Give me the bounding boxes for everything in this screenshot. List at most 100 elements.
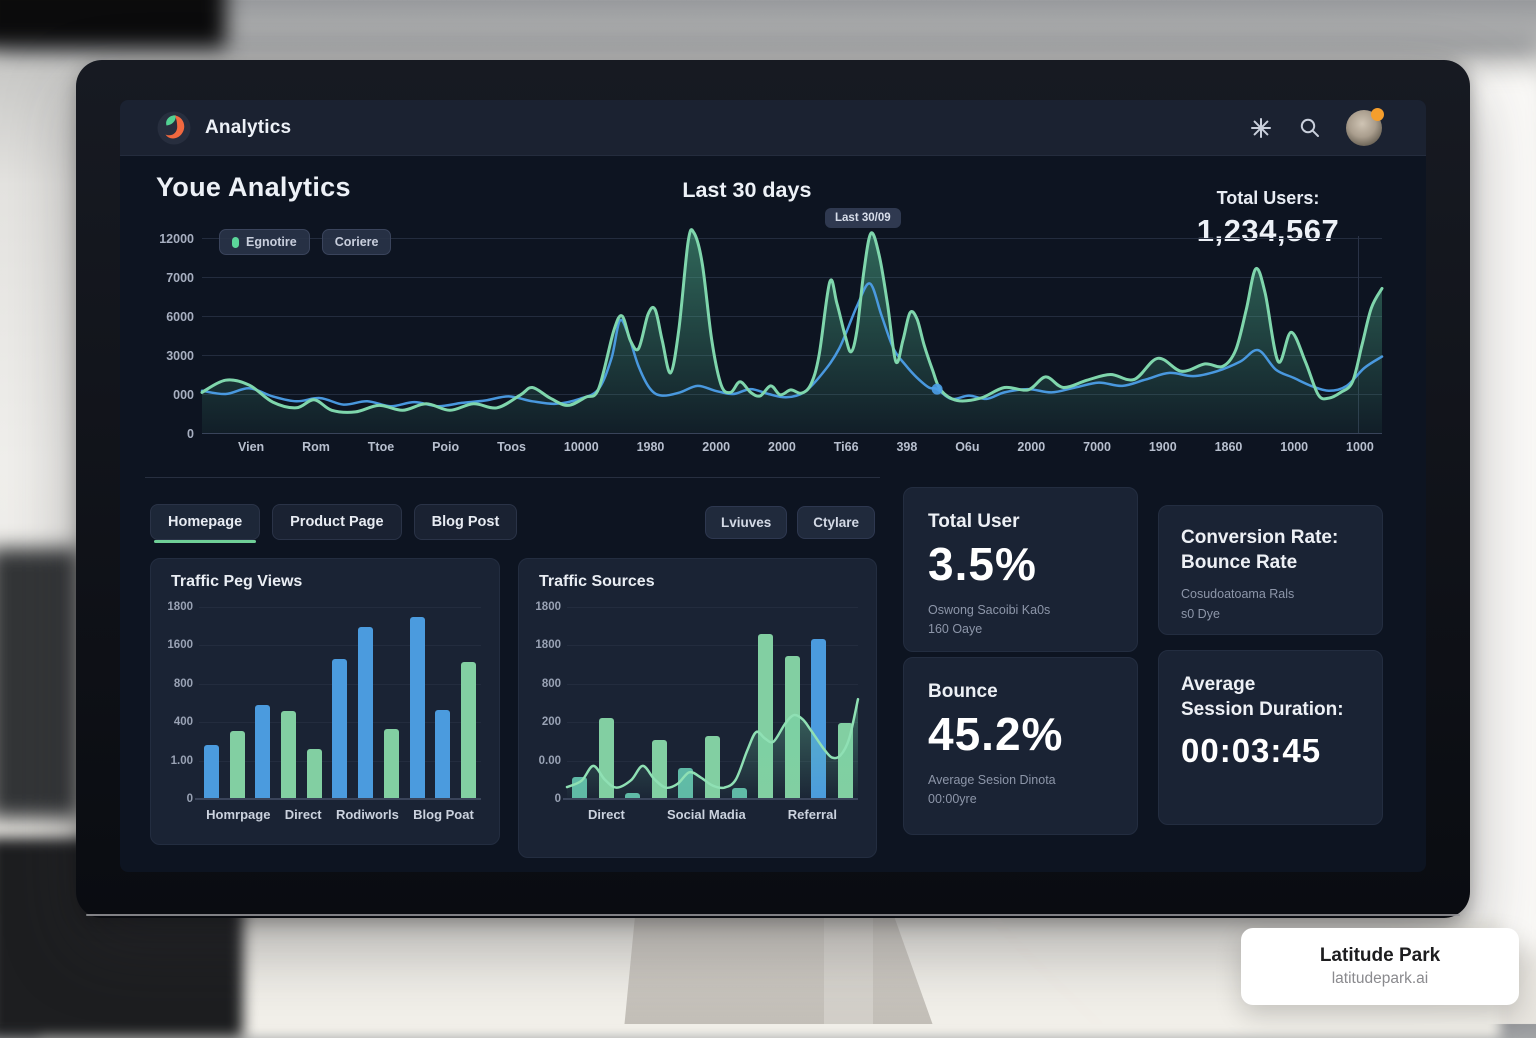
bar bbox=[678, 768, 694, 799]
date-range-label: Last 30 days bbox=[682, 178, 812, 202]
y-tick-label: 0 bbox=[187, 427, 194, 441]
stat-subtext-line1: Oswong Sacoibi Ka0s bbox=[928, 602, 1051, 617]
background-chair bbox=[0, 548, 80, 818]
gridline bbox=[202, 316, 1382, 317]
x-tick-label: 1980 bbox=[636, 440, 665, 454]
bar bbox=[306, 749, 322, 799]
y-tick-label: 0 bbox=[186, 793, 193, 805]
gridline bbox=[202, 238, 1382, 239]
stat-value: 00:03:45 bbox=[1181, 732, 1322, 770]
gridline bbox=[199, 607, 481, 608]
bar bbox=[281, 711, 297, 799]
bar bbox=[811, 639, 827, 799]
x-tick-label: Toos bbox=[497, 440, 526, 454]
gridline bbox=[567, 683, 858, 685]
gridline bbox=[202, 433, 1382, 434]
x-category-label: Direct bbox=[588, 807, 625, 822]
y-tick-label: 1.00 bbox=[170, 754, 193, 767]
legend-chip-egnotire[interactable]: Egnotire bbox=[219, 229, 310, 255]
y-tick-label: 6000 bbox=[166, 310, 194, 324]
sparkle-icon[interactable] bbox=[1250, 117, 1272, 139]
x-category-label: Blog Poat bbox=[413, 807, 474, 822]
bar bbox=[204, 745, 219, 799]
y-tick-label: 0 bbox=[554, 793, 561, 805]
bar bbox=[229, 731, 245, 799]
x-category-label: Rodiworls bbox=[335, 807, 399, 822]
sources-y-axis: 1800 1800 800 200 0.00 0 bbox=[525, 601, 561, 805]
avatar[interactable] bbox=[1346, 107, 1384, 146]
chart-tooltip: Last 30/09 bbox=[825, 208, 901, 228]
gridline bbox=[567, 607, 858, 608]
y-tick-label: 1800 bbox=[167, 601, 193, 613]
top-nav-actions bbox=[1250, 107, 1384, 146]
bar bbox=[255, 705, 271, 799]
x-tick-label: 2000 bbox=[702, 440, 731, 454]
bar bbox=[332, 659, 348, 799]
stat-subtext-line1: Average Sesion Dinota bbox=[928, 772, 1056, 787]
x-tick-label: O6u bbox=[955, 440, 980, 454]
stat-card-conversion: Conversion Rate: Bounce Rate Cosudoatoam… bbox=[1158, 505, 1383, 635]
pageviews-card: Traffic Peg Views 1800 1600 800 400 1.00 0 Ho… bbox=[150, 558, 500, 845]
stat-title-line1: Conversion Rate: bbox=[1181, 527, 1339, 548]
stat-value: 3.5% bbox=[928, 537, 1037, 590]
x-tick-label: 1000 bbox=[1346, 440, 1374, 454]
y-tick-label: 800 bbox=[541, 677, 561, 690]
sources-bars bbox=[567, 607, 858, 799]
x-tick-label: Rom bbox=[302, 440, 330, 454]
y-tick-label: 3000 bbox=[166, 349, 194, 363]
bar bbox=[598, 718, 614, 799]
x-tick-label: 1000 bbox=[1280, 440, 1309, 454]
y-tick-label: 800 bbox=[173, 677, 193, 690]
action-button-lviuves[interactable]: Lviuves bbox=[705, 506, 788, 539]
stat-subtext: Average Sesion Dinota 00:00yre bbox=[928, 771, 1113, 810]
bar bbox=[460, 662, 476, 799]
total-users-label: Total Users: bbox=[1216, 188, 1320, 208]
bar bbox=[784, 656, 800, 799]
x-tick-label: 1900 bbox=[1148, 440, 1177, 454]
x-tick-label: Poio bbox=[432, 440, 460, 454]
stat-value: 45.2% bbox=[928, 707, 1064, 760]
tab-product-page[interactable]: Product Page bbox=[272, 504, 402, 540]
monitor-stand bbox=[624, 916, 933, 1024]
brand: Analytics bbox=[156, 110, 291, 146]
bar bbox=[731, 788, 747, 799]
search-icon[interactable] bbox=[1298, 117, 1320, 139]
main-chart-legend: Egnotire Coriere bbox=[219, 229, 392, 255]
y-tick-label: 000 bbox=[173, 388, 194, 402]
y-tick-label: 7000 bbox=[166, 271, 194, 285]
background-corner-shadow bbox=[0, 0, 226, 48]
sources-x-axis: Direct Social Madia Referral bbox=[567, 807, 858, 822]
stat-title-line1: Average bbox=[1181, 674, 1256, 695]
bar bbox=[704, 736, 720, 799]
watermark-title: Latitude Park bbox=[1319, 945, 1441, 966]
legend-chip-label: Egnotire bbox=[246, 235, 297, 249]
stat-card-total-user: Total User 3.5% Oswong Sacoibi Ka0s 160 … bbox=[903, 487, 1138, 652]
notification-dot bbox=[1371, 107, 1384, 121]
tab-homepage[interactable]: Homepage bbox=[150, 504, 261, 543]
tab-blog-post[interactable]: Blog Post bbox=[413, 504, 518, 540]
monitor-cable bbox=[983, 912, 1103, 1024]
legend-chip-coriere[interactable]: Coriere bbox=[321, 229, 392, 255]
brand-logo-icon bbox=[157, 111, 191, 144]
legend-chip-label: Coriere bbox=[334, 235, 379, 249]
stat-subtext-line2: s0 Dye bbox=[1181, 606, 1220, 621]
main-chart-svg bbox=[200, 228, 1384, 433]
sources-card: Traffic Sources 1800 1800 800 200 0.00 0 Dire… bbox=[518, 558, 877, 858]
bar bbox=[358, 627, 374, 799]
x-tick-label: 2000 bbox=[768, 440, 796, 454]
action-button-ctylare[interactable]: Ctylare bbox=[797, 506, 876, 539]
gridline bbox=[199, 645, 481, 647]
bar bbox=[758, 634, 774, 799]
y-tick-label: 1800 bbox=[535, 639, 561, 652]
total-users: Total Users: 1,234,567 bbox=[1148, 188, 1388, 249]
stat-subtext-line1: Cosudoatoama Rals bbox=[1181, 587, 1295, 602]
stat-title-line2: Session Duration: bbox=[1181, 698, 1344, 720]
y-tick-label: 12000 bbox=[159, 232, 194, 246]
x-tick-label: 398 bbox=[896, 440, 918, 454]
stat-subtext: Oswong Sacoibi Ka0s 160 Oaye bbox=[928, 601, 1113, 640]
bar bbox=[572, 777, 587, 799]
bar bbox=[409, 617, 425, 799]
bar bbox=[651, 740, 667, 799]
legend-dot-icon bbox=[232, 236, 239, 248]
stat-title-line2: Bounce Rate bbox=[1181, 551, 1298, 573]
